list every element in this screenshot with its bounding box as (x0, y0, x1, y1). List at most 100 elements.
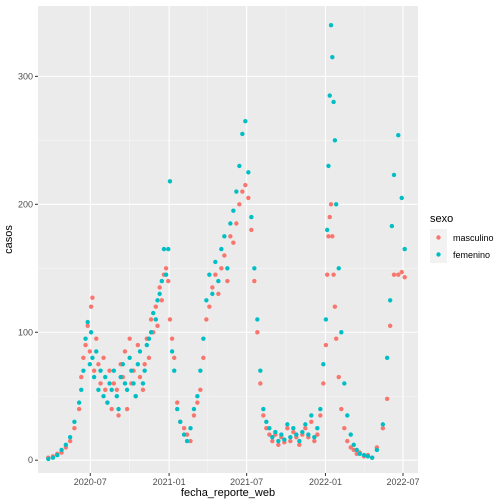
data-point (124, 387, 130, 393)
data-point (148, 317, 154, 322)
data-point (81, 368, 86, 373)
data-point (348, 445, 353, 450)
data-point (198, 368, 203, 373)
data-point (391, 272, 397, 277)
data-point (103, 374, 108, 380)
data-point (345, 438, 350, 444)
data-point (213, 259, 218, 265)
data-point (175, 400, 180, 405)
data-point (291, 429, 296, 435)
data-point (391, 172, 397, 178)
data-point (105, 400, 110, 405)
data-point (234, 221, 239, 226)
data-point (153, 304, 159, 309)
data-point (288, 434, 293, 440)
data-point (216, 278, 221, 284)
data-point (380, 426, 386, 431)
data-point (207, 272, 212, 277)
x-axis: 2020-07 2021-01 2021-07 2022-01 2022-07 (74, 473, 420, 487)
data-point (240, 131, 245, 137)
legend-label: femenino (453, 250, 490, 260)
data-point (328, 202, 334, 207)
data-point (327, 93, 332, 98)
data-point (129, 368, 134, 373)
data-point (318, 413, 323, 418)
data-point (67, 438, 73, 444)
data-point (116, 413, 121, 418)
data-point (146, 355, 152, 361)
data-point (336, 266, 341, 271)
data-point (87, 349, 93, 354)
legend-title: sexo (430, 213, 453, 225)
data-point (387, 298, 393, 303)
data-point (339, 406, 344, 412)
data-point (210, 291, 215, 297)
y-tick-label: 200 (18, 199, 33, 209)
x-tick-label: 2022-01 (309, 477, 342, 487)
data-point (114, 394, 120, 399)
data-point (309, 419, 314, 425)
data-point (137, 349, 143, 354)
data-point (332, 304, 338, 309)
data-point (181, 426, 187, 431)
data-point (282, 437, 287, 442)
data-point (172, 355, 177, 361)
data-point (258, 381, 263, 386)
data-point (225, 266, 230, 271)
data-point (201, 336, 206, 341)
data-point (90, 355, 95, 361)
data-point (279, 432, 284, 437)
data-point (345, 413, 350, 418)
data-point (387, 323, 393, 329)
data-point (231, 208, 236, 213)
data-point (204, 298, 209, 303)
data-point (88, 330, 94, 335)
data-point (151, 310, 156, 316)
data-point (326, 234, 331, 239)
data-point (96, 387, 101, 393)
data-point (264, 419, 269, 425)
data-point (331, 99, 336, 105)
x-axis-title: fecha_reporte_web (181, 487, 275, 499)
data-point (246, 195, 251, 201)
data-point (111, 368, 117, 373)
data-point (67, 434, 73, 440)
data-point (166, 278, 171, 284)
data-point (166, 246, 171, 252)
grid-lines (38, 6, 418, 473)
data-point (369, 455, 375, 460)
data-point (219, 266, 224, 271)
data-point (94, 336, 99, 341)
data-point (148, 330, 154, 335)
data-point (273, 429, 278, 435)
data-point (198, 387, 203, 393)
data-point (213, 272, 218, 277)
data-point (327, 214, 332, 220)
data-point (122, 381, 128, 386)
data-point (63, 442, 69, 448)
data-point (285, 422, 290, 427)
data-point (178, 419, 183, 425)
data-point (300, 429, 305, 435)
data-point (291, 426, 296, 431)
data-point (122, 349, 128, 354)
data-points (46, 22, 407, 462)
data-point (133, 394, 138, 399)
data-point (142, 362, 147, 367)
data-point (303, 426, 308, 431)
x-tick-label: 2021-07 (230, 477, 263, 487)
y-axis: 0 100 200 300 (18, 71, 38, 465)
data-point (267, 432, 272, 437)
data-point (101, 355, 106, 361)
data-point (76, 400, 82, 405)
data-point (167, 179, 173, 184)
y-tick-label: 0 (28, 455, 33, 465)
data-point (72, 419, 77, 425)
data-point (331, 272, 336, 277)
data-point (258, 368, 263, 373)
data-point (342, 381, 347, 386)
data-point (101, 394, 106, 399)
data-point (142, 368, 147, 373)
data-point (252, 266, 257, 271)
data-point (285, 426, 290, 431)
